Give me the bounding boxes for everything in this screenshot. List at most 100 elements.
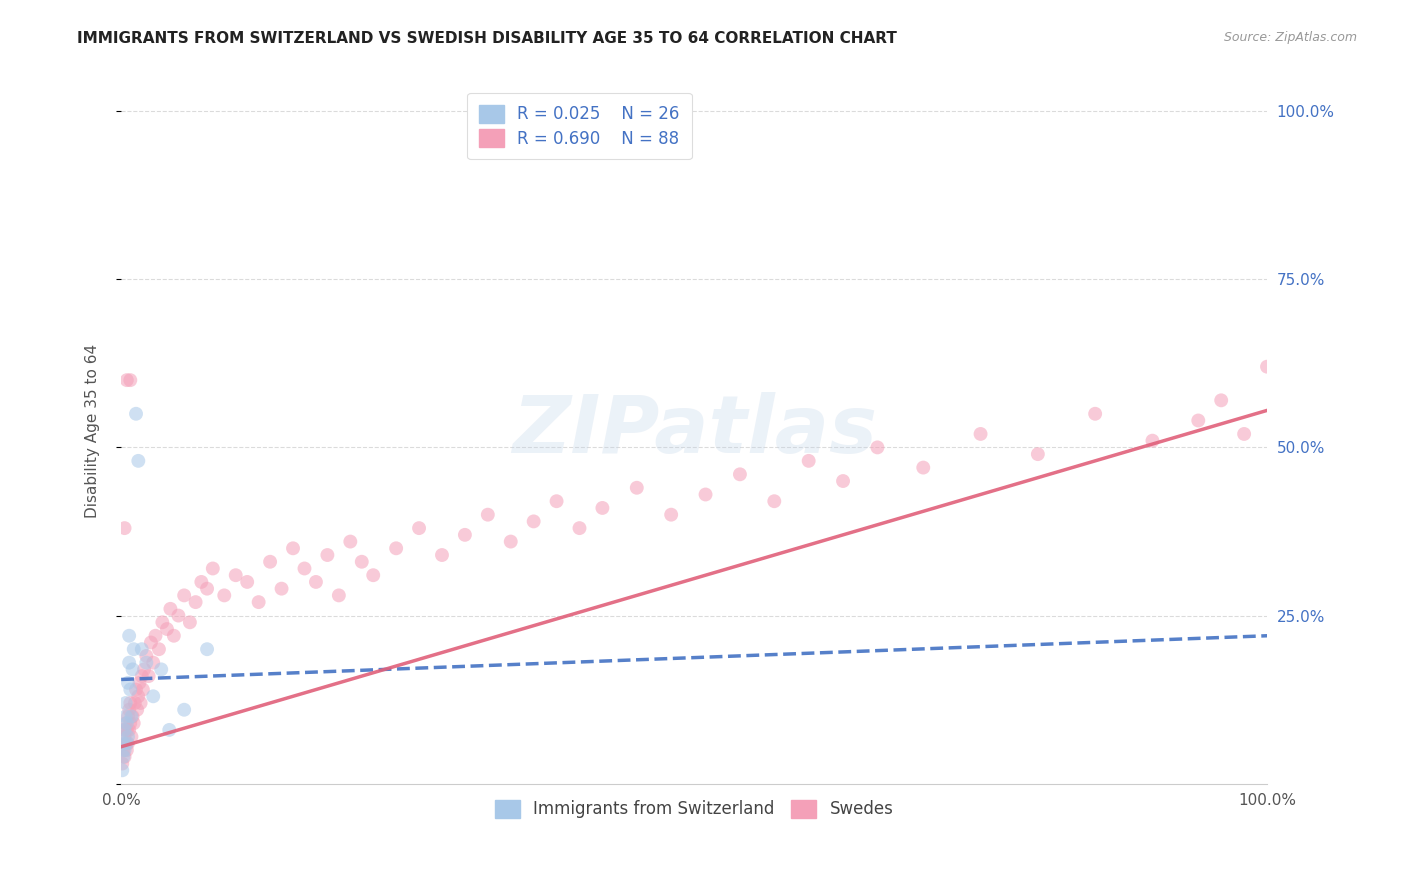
Point [114, 730, 136, 744]
Point [122, 716, 145, 731]
Point [591, 500, 613, 515]
Point [114, 736, 136, 750]
Point [281, 541, 304, 556]
Point [866, 441, 889, 455]
Point [125, 682, 148, 697]
Point [148, 642, 170, 657]
Point [201, 561, 224, 575]
Point [129, 696, 152, 710]
Legend: Immigrants from Switzerland, Swedes: Immigrants from Switzerland, Swedes [488, 793, 900, 825]
Y-axis label: Disability Age 35 to 64: Disability Age 35 to 64 [86, 343, 100, 517]
Point [163, 629, 186, 643]
Point [797, 454, 820, 468]
Point [118, 629, 141, 643]
Point [124, 696, 146, 710]
Point [167, 608, 190, 623]
Point [138, 669, 160, 683]
Text: ZIPatlas: ZIPatlas [512, 392, 876, 469]
Point [118, 723, 141, 737]
Point [150, 662, 173, 676]
Point [316, 548, 339, 562]
Point [236, 574, 259, 589]
Point [115, 736, 138, 750]
Point [121, 662, 143, 676]
Point [385, 541, 408, 556]
Point [173, 703, 195, 717]
Point [114, 709, 136, 723]
Point [695, 487, 717, 501]
Point [195, 642, 218, 657]
Point [120, 696, 142, 710]
Point [121, 709, 143, 723]
Point [112, 723, 135, 737]
Point [430, 548, 453, 562]
Point [1256, 359, 1278, 374]
Point [120, 709, 142, 723]
Point [114, 716, 136, 731]
Point [1026, 447, 1049, 461]
Point [117, 730, 139, 744]
Point [454, 528, 477, 542]
Point [135, 656, 157, 670]
Point [135, 648, 157, 663]
Point [339, 534, 361, 549]
Point [195, 582, 218, 596]
Point [115, 743, 138, 757]
Point [125, 407, 148, 421]
Point [117, 709, 139, 723]
Text: Source: ZipAtlas.com: Source: ZipAtlas.com [1223, 31, 1357, 45]
Point [127, 690, 149, 704]
Point [142, 690, 165, 704]
Point [156, 622, 179, 636]
Point [259, 555, 281, 569]
Point [115, 716, 138, 731]
Point [1233, 426, 1256, 441]
Point [190, 574, 212, 589]
Point [477, 508, 499, 522]
Point [150, 615, 173, 630]
Point [305, 574, 328, 589]
Point [763, 494, 786, 508]
Point [112, 736, 135, 750]
Point [111, 756, 134, 771]
Point [184, 595, 207, 609]
Point [1211, 393, 1233, 408]
Point [247, 595, 270, 609]
Point [132, 662, 155, 676]
Point [112, 749, 135, 764]
Point [214, 588, 236, 602]
Point [120, 373, 142, 387]
Point [118, 703, 141, 717]
Point [115, 373, 138, 387]
Point [350, 555, 373, 569]
Point [361, 568, 384, 582]
Point [117, 676, 139, 690]
Point [157, 723, 180, 737]
Point [120, 730, 142, 744]
Point [145, 629, 167, 643]
Point [115, 723, 138, 737]
Point [122, 642, 145, 657]
Point [118, 656, 141, 670]
Point [659, 508, 682, 522]
Point [328, 588, 350, 602]
Point [173, 588, 195, 602]
Point [969, 426, 991, 441]
Point [142, 656, 165, 670]
Point [1084, 407, 1107, 421]
Point [131, 669, 153, 683]
Point [568, 521, 591, 535]
Point [523, 515, 546, 529]
Point [127, 454, 149, 468]
Point [1187, 413, 1209, 427]
Point [728, 467, 751, 482]
Point [139, 635, 162, 649]
Text: IMMIGRANTS FROM SWITZERLAND VS SWEDISH DISABILITY AGE 35 TO 64 CORRELATION CHART: IMMIGRANTS FROM SWITZERLAND VS SWEDISH D… [77, 31, 897, 46]
Point [120, 682, 142, 697]
Point [546, 494, 568, 508]
Point [1142, 434, 1164, 448]
Point [131, 642, 153, 657]
Point [179, 615, 201, 630]
Point [408, 521, 430, 535]
Point [111, 764, 134, 778]
